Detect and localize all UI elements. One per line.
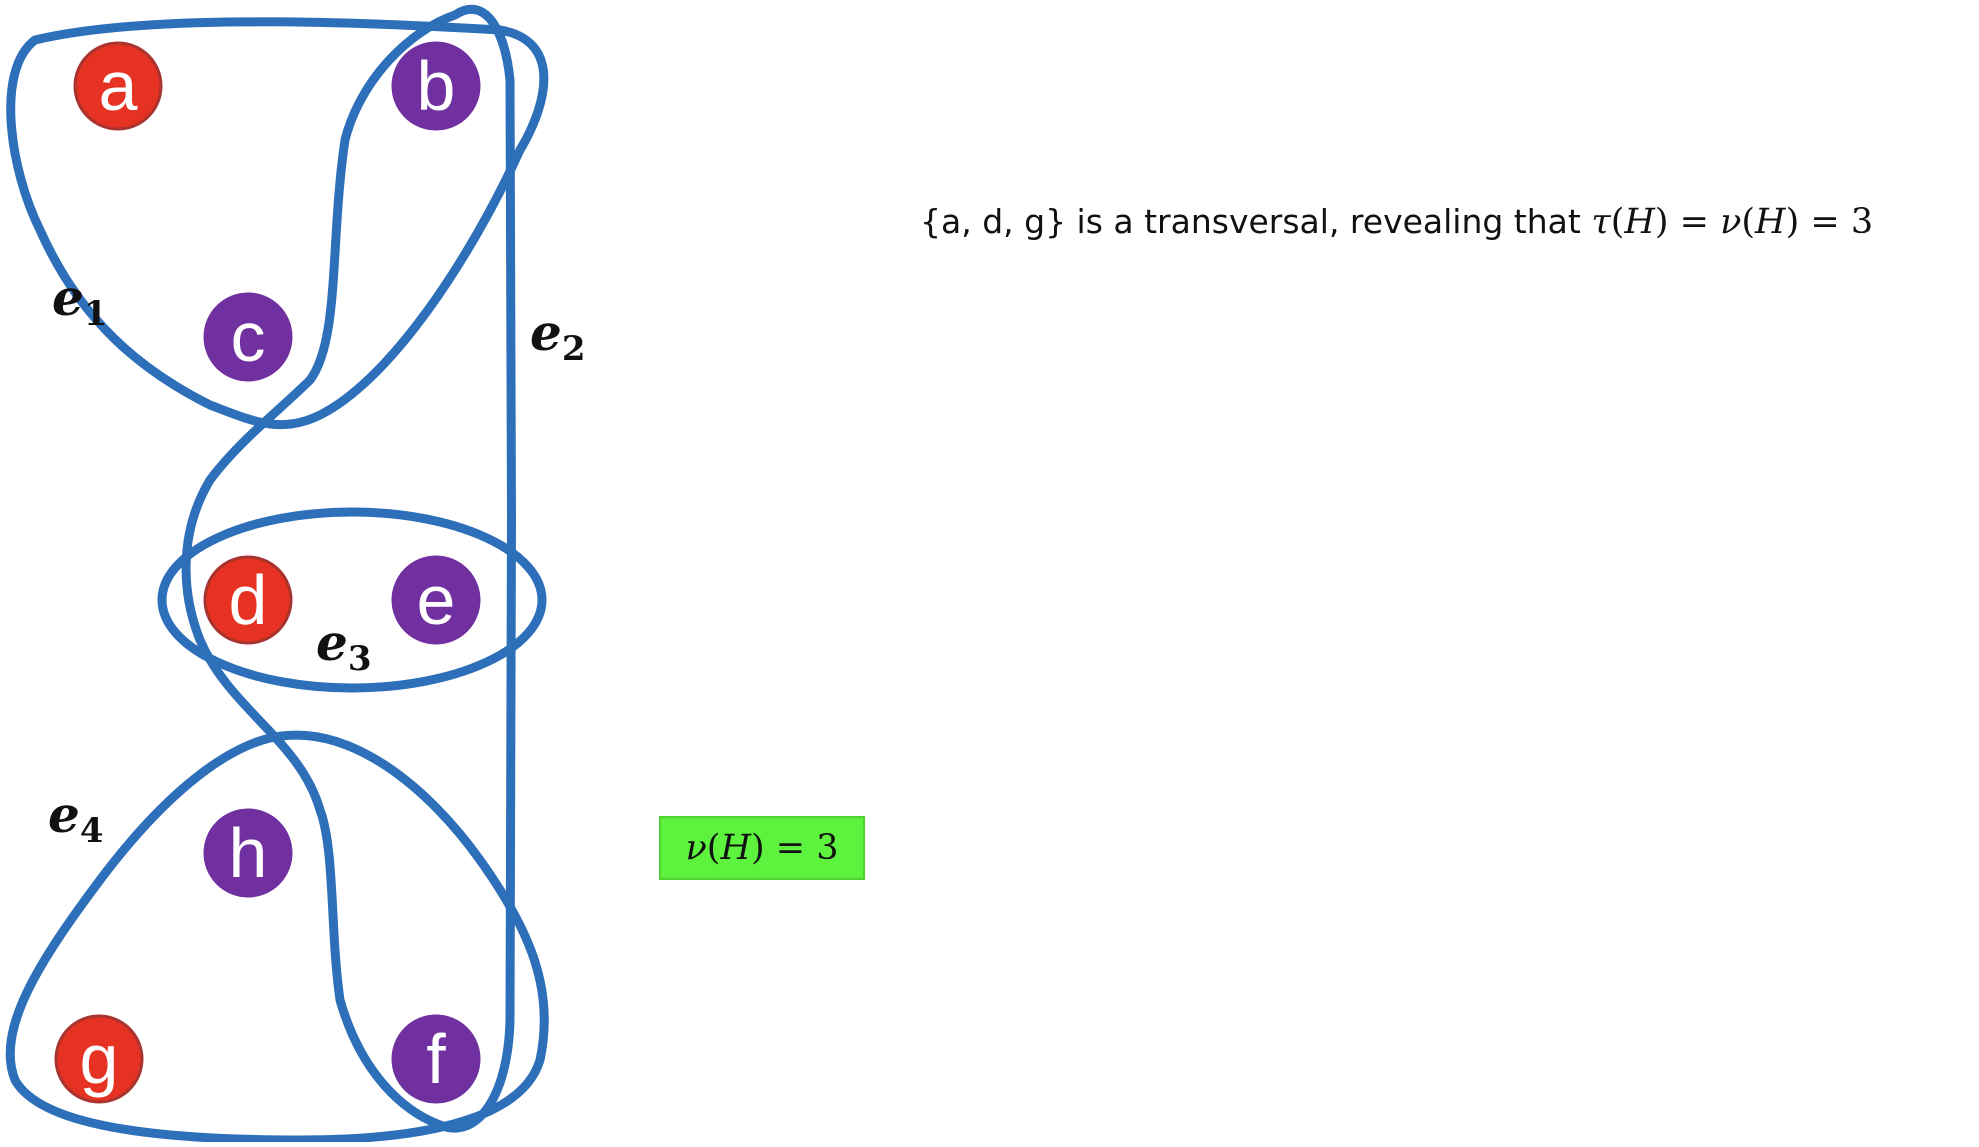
hyperedge-label-e4-sub: 4 xyxy=(80,811,104,851)
node-e-circle xyxy=(391,555,481,645)
hyperedge-e2 xyxy=(181,4,516,1133)
node-c-circle xyxy=(203,292,293,382)
node-f-label: f xyxy=(426,1020,446,1098)
hyperedge-label-e3-sub: 3 xyxy=(348,639,372,679)
node-h-label: h xyxy=(229,814,268,892)
statement-open2: ( xyxy=(1741,202,1756,242)
node-g-circle xyxy=(54,1014,144,1104)
hyperedge-label-e1-sub: 1 xyxy=(84,294,108,334)
statement-value: 3 xyxy=(1850,202,1874,242)
statement-h1: H xyxy=(1624,202,1655,242)
hyperedge-label-e2-letter: e xyxy=(530,303,562,362)
node-g: g xyxy=(54,1014,144,1104)
statement-nu: ν xyxy=(1720,202,1742,242)
matching-number-badge: ν(H) = 3 xyxy=(659,816,865,880)
hyperedge-e4 xyxy=(5,730,549,1145)
badge-nu: ν xyxy=(685,828,707,868)
badge-h: H xyxy=(720,828,751,868)
statement-tau: τ xyxy=(1591,202,1611,242)
node-b: b xyxy=(391,41,481,131)
badge-open: ( xyxy=(706,828,721,868)
statement-math: τ(H) = ν(H) = 3 xyxy=(1591,202,1873,242)
transversal-statement: {a, d, g} is a transversal, revealing th… xyxy=(920,202,1873,242)
statement-h2: H xyxy=(1755,202,1786,242)
hyperedge-label-e4-letter: e xyxy=(48,785,80,844)
hyperedge-e1 xyxy=(6,17,549,430)
statement-eq1: = xyxy=(1668,202,1721,242)
hyperedge-label-e3: e3 xyxy=(316,613,371,679)
hyperedge-label-e2-sub: 2 xyxy=(562,329,586,369)
statement-prefix: {a, d, g} is a transversal, revealing th… xyxy=(920,202,1592,241)
hyperedge-label-e1: e1 xyxy=(52,268,107,334)
node-a-circle xyxy=(73,41,163,131)
statement-open1: ( xyxy=(1610,202,1625,242)
node-d-circle xyxy=(203,555,293,645)
node-f-circle xyxy=(391,1014,481,1104)
hyperedge-label-e2: e2 xyxy=(530,303,585,369)
node-b-label: b xyxy=(417,47,456,125)
node-e-label: e xyxy=(417,561,456,639)
node-g-label: g xyxy=(80,1020,119,1098)
node-h-circle xyxy=(203,808,293,898)
node-c: c xyxy=(203,292,293,382)
hyperedge-label-e1-letter: e xyxy=(52,268,84,327)
badge-eq: = xyxy=(764,828,817,868)
node-c-label: c xyxy=(231,298,266,376)
badge-value: 3 xyxy=(816,828,839,868)
node-e: e xyxy=(391,555,481,645)
node-a-label: a xyxy=(99,47,138,125)
hyperedge-label-e3-letter: e xyxy=(316,613,348,672)
hyperedge-e3 xyxy=(157,507,547,693)
node-b-circle xyxy=(391,41,481,131)
statement-eq2: = xyxy=(1799,202,1851,242)
node-a: a xyxy=(73,41,163,131)
statement-close2: ) xyxy=(1785,202,1800,242)
hyperedge-label-e4: e4 xyxy=(48,785,103,851)
node-d-label: d xyxy=(229,561,268,639)
node-f: f xyxy=(391,1014,481,1104)
statement-close1: ) xyxy=(1654,202,1669,242)
node-d: d xyxy=(203,555,293,645)
badge-close: ) xyxy=(750,828,765,868)
node-h: h xyxy=(203,808,293,898)
